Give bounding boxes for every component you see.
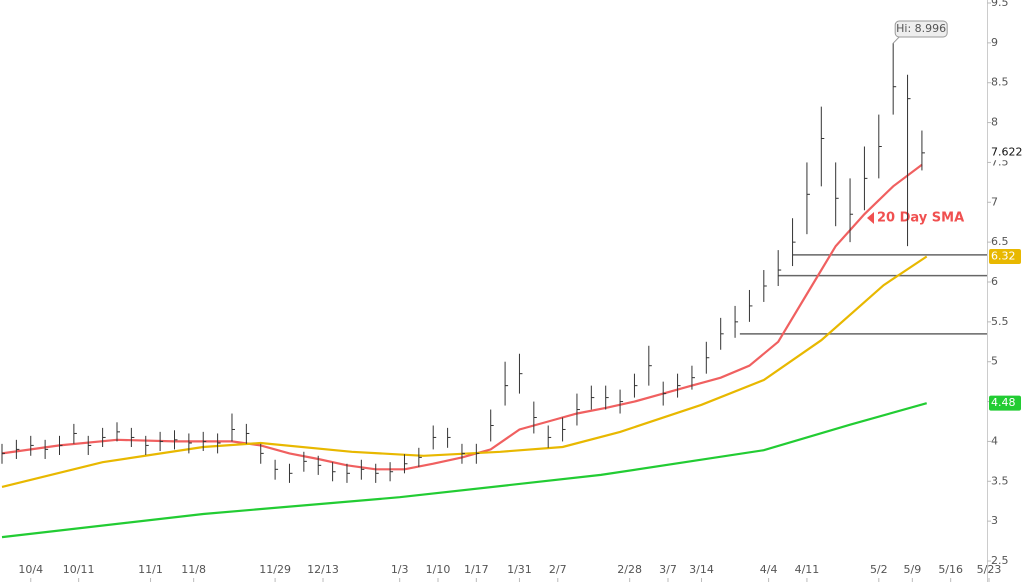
x-tick-label: 11/8 [181, 563, 206, 576]
hi-box [894, 20, 948, 38]
x-tick-label: 11/1 [138, 563, 163, 576]
value-tag-label: 7.622 [991, 146, 1023, 159]
y-tick-label: 5.5 [991, 315, 1009, 328]
y-tick-label: 6.5 [991, 235, 1009, 248]
y-tick-label: 3 [991, 514, 998, 527]
y-tick-label: 3.5 [991, 474, 1009, 487]
value-tag-label: 4.48 [991, 396, 1016, 409]
x-tick-label: 4/11 [795, 563, 820, 576]
moving-average [1, 255, 928, 488]
value-tag-label: 6.32 [991, 249, 1016, 262]
y-tick-label: 4 [991, 434, 998, 447]
x-tick-label: 1/17 [464, 563, 489, 576]
x-tick-label: 1/10 [426, 563, 451, 576]
y-tick-label: 8.5 [991, 76, 1009, 89]
x-tick-label: 3/7 [659, 563, 677, 576]
annotation-arrow [867, 212, 874, 224]
hi-label: Hi: 8.996 [896, 22, 946, 35]
y-tick-label: 6 [991, 275, 998, 288]
x-tick-label: 10/11 [63, 563, 95, 576]
value-tag [989, 248, 1021, 264]
x-tick-label: 4/4 [760, 563, 778, 576]
x-tick-label: 2/7 [549, 563, 567, 576]
x-tick-label: 3/14 [689, 563, 714, 576]
x-tick-label: 11/29 [259, 563, 291, 576]
x-tick-label: 12/13 [307, 563, 339, 576]
y-tick-label: 7 [991, 195, 998, 208]
y-tick-label: 5 [991, 355, 998, 368]
x-tick-label: 5/2 [870, 563, 888, 576]
x-tick-label: 10/4 [18, 563, 43, 576]
y-tick-label: 9 [991, 36, 998, 49]
hi-leader [892, 36, 900, 44]
x-tick-label: 5/9 [903, 563, 921, 576]
value-tag [989, 395, 1021, 411]
x-tick-label: 5/23 [977, 563, 1002, 576]
y-tick-label: 9.5 [991, 0, 1009, 9]
y-tick-label: 8 [991, 116, 998, 129]
x-tick-label: 2/28 [617, 563, 642, 576]
x-tick-label: 5/16 [938, 563, 963, 576]
annotation: 20 Day SMA [877, 211, 964, 226]
value-tag [989, 145, 1021, 161]
x-tick-label: 1/31 [507, 563, 532, 576]
x-tick-label: 1/3 [391, 563, 409, 576]
moving-average [1, 402, 927, 539]
y-tick-label: 2.5 [991, 554, 1009, 567]
